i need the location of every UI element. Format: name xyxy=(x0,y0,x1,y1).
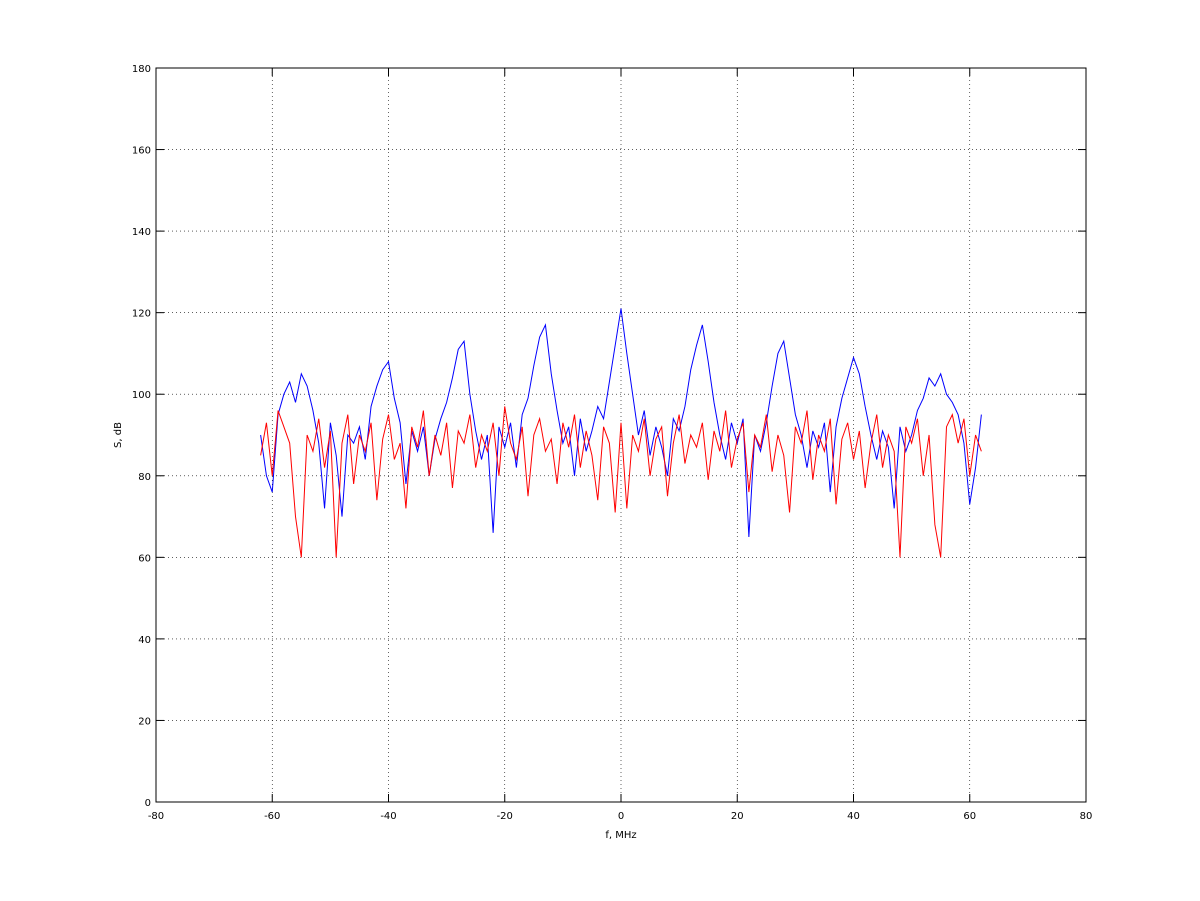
x-tick-label: -40 xyxy=(380,811,396,822)
series-line xyxy=(260,308,982,537)
y-tick-label: 140 xyxy=(132,227,151,238)
y-tick-label: 60 xyxy=(138,553,151,564)
x-tick-label: -80 xyxy=(148,811,164,822)
y-tick-label: 100 xyxy=(132,390,151,401)
x-tick-label: 0 xyxy=(618,811,624,822)
x-tick-label: 40 xyxy=(847,811,860,822)
y-tick-label: 20 xyxy=(138,716,151,727)
x-axis-label: f, MHz xyxy=(605,830,636,841)
y-tick-label: 0 xyxy=(145,798,151,809)
x-tick-label: -20 xyxy=(497,811,513,822)
y-axis-label: S, dB xyxy=(113,422,124,448)
y-tick-label: 80 xyxy=(138,472,151,483)
y-tick-label: 120 xyxy=(132,309,151,320)
y-tick-label: 180 xyxy=(132,64,151,75)
x-tick-label: 60 xyxy=(963,811,976,822)
x-tick-label: -60 xyxy=(264,811,280,822)
plot-frame xyxy=(155,67,1087,803)
y-tick-label: 160 xyxy=(132,146,151,157)
x-tick-label: 20 xyxy=(731,811,744,822)
series-line xyxy=(260,406,982,558)
x-tick-label: 80 xyxy=(1080,811,1093,822)
y-tick-label: 40 xyxy=(138,635,151,646)
